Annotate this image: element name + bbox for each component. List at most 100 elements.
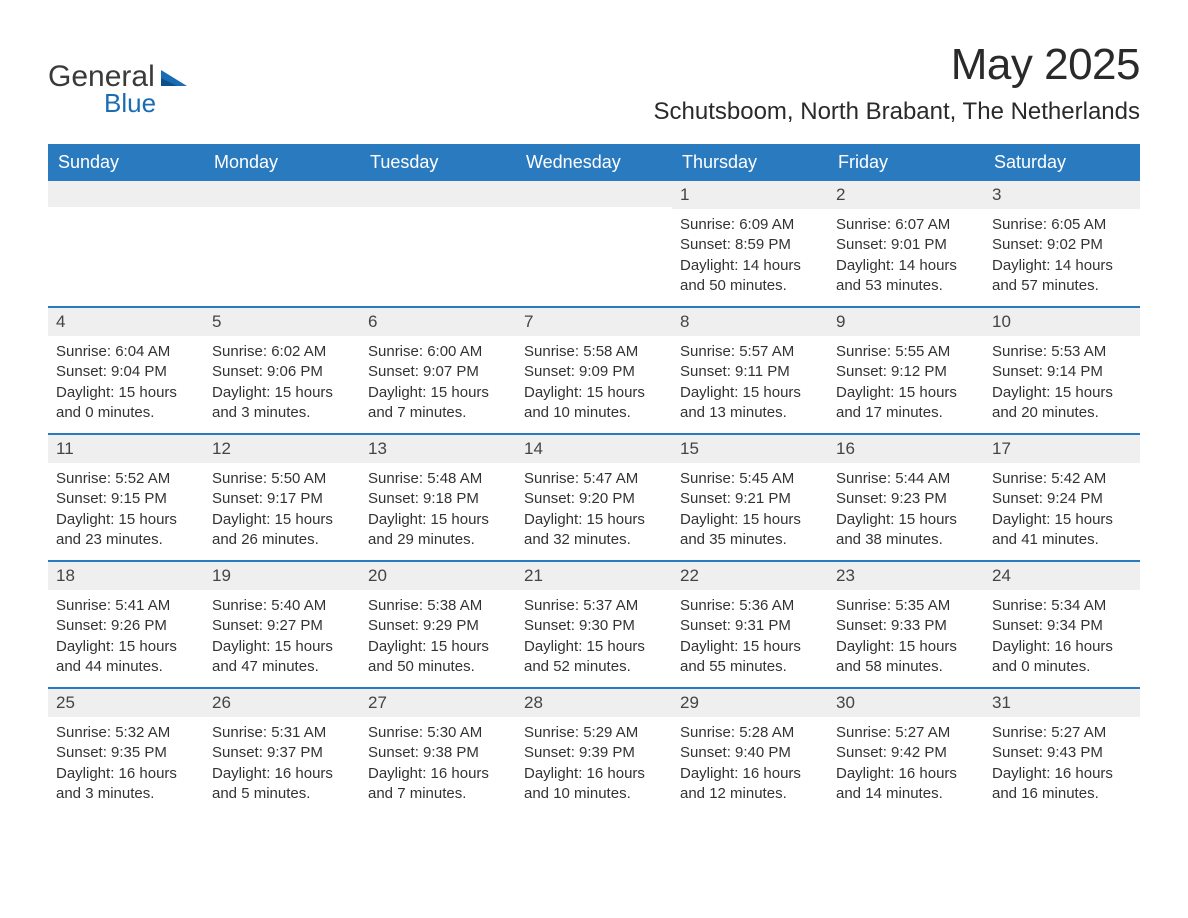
day-number: 14 bbox=[516, 435, 672, 463]
day-details: Sunrise: 5:41 AMSunset: 9:26 PMDaylight:… bbox=[48, 590, 204, 687]
day-cell: 13Sunrise: 5:48 AMSunset: 9:18 PMDayligh… bbox=[360, 435, 516, 560]
daylight-text: Daylight: 15 hours and 32 minutes. bbox=[524, 510, 664, 551]
day-details: Sunrise: 5:57 AMSunset: 9:11 PMDaylight:… bbox=[672, 336, 828, 433]
sunset-text: Sunset: 9:34 PM bbox=[992, 616, 1132, 636]
day-cell: 4Sunrise: 6:04 AMSunset: 9:04 PMDaylight… bbox=[48, 308, 204, 433]
sunrise-text: Sunrise: 6:04 AM bbox=[56, 342, 196, 362]
sunset-text: Sunset: 9:43 PM bbox=[992, 743, 1132, 763]
sunset-text: Sunset: 9:24 PM bbox=[992, 489, 1132, 509]
day-header: Monday bbox=[204, 144, 360, 181]
day-cell: 15Sunrise: 5:45 AMSunset: 9:21 PMDayligh… bbox=[672, 435, 828, 560]
sunrise-text: Sunrise: 5:31 AM bbox=[212, 723, 352, 743]
daylight-text: Daylight: 16 hours and 10 minutes. bbox=[524, 764, 664, 805]
day-number: 26 bbox=[204, 689, 360, 717]
sunset-text: Sunset: 9:15 PM bbox=[56, 489, 196, 509]
daylight-text: Daylight: 16 hours and 14 minutes. bbox=[836, 764, 976, 805]
day-details: Sunrise: 5:50 AMSunset: 9:17 PMDaylight:… bbox=[204, 463, 360, 560]
day-details: Sunrise: 5:35 AMSunset: 9:33 PMDaylight:… bbox=[828, 590, 984, 687]
day-number: 25 bbox=[48, 689, 204, 717]
day-details: Sunrise: 5:30 AMSunset: 9:38 PMDaylight:… bbox=[360, 717, 516, 814]
sunrise-text: Sunrise: 6:05 AM bbox=[992, 215, 1132, 235]
sunset-text: Sunset: 9:18 PM bbox=[368, 489, 508, 509]
sunrise-text: Sunrise: 5:29 AM bbox=[524, 723, 664, 743]
day-number: 15 bbox=[672, 435, 828, 463]
day-cell: 28Sunrise: 5:29 AMSunset: 9:39 PMDayligh… bbox=[516, 689, 672, 814]
sunrise-text: Sunrise: 5:47 AM bbox=[524, 469, 664, 489]
sunrise-text: Sunrise: 5:35 AM bbox=[836, 596, 976, 616]
daylight-text: Daylight: 16 hours and 0 minutes. bbox=[992, 637, 1132, 678]
day-details: Sunrise: 5:53 AMSunset: 9:14 PMDaylight:… bbox=[984, 336, 1140, 433]
sunrise-text: Sunrise: 5:48 AM bbox=[368, 469, 508, 489]
sunset-text: Sunset: 9:27 PM bbox=[212, 616, 352, 636]
sunset-text: Sunset: 9:37 PM bbox=[212, 743, 352, 763]
day-cell: 3Sunrise: 6:05 AMSunset: 9:02 PMDaylight… bbox=[984, 181, 1140, 306]
sunrise-text: Sunrise: 5:32 AM bbox=[56, 723, 196, 743]
day-number: 11 bbox=[48, 435, 204, 463]
sunset-text: Sunset: 9:02 PM bbox=[992, 235, 1132, 255]
day-details: Sunrise: 5:52 AMSunset: 9:15 PMDaylight:… bbox=[48, 463, 204, 560]
sunset-text: Sunset: 9:31 PM bbox=[680, 616, 820, 636]
daylight-text: Daylight: 15 hours and 47 minutes. bbox=[212, 637, 352, 678]
title-block: May 2025 Schutsboom, North Brabant, The … bbox=[654, 40, 1141, 126]
daylight-text: Daylight: 14 hours and 53 minutes. bbox=[836, 256, 976, 297]
day-details: Sunrise: 5:47 AMSunset: 9:20 PMDaylight:… bbox=[516, 463, 672, 560]
daylight-text: Daylight: 14 hours and 50 minutes. bbox=[680, 256, 820, 297]
day-cell: 16Sunrise: 5:44 AMSunset: 9:23 PMDayligh… bbox=[828, 435, 984, 560]
sunset-text: Sunset: 9:26 PM bbox=[56, 616, 196, 636]
day-header: Sunday bbox=[48, 144, 204, 181]
sunset-text: Sunset: 9:40 PM bbox=[680, 743, 820, 763]
day-cell: 14Sunrise: 5:47 AMSunset: 9:20 PMDayligh… bbox=[516, 435, 672, 560]
week-row: 18Sunrise: 5:41 AMSunset: 9:26 PMDayligh… bbox=[48, 560, 1140, 687]
day-details: Sunrise: 5:27 AMSunset: 9:43 PMDaylight:… bbox=[984, 717, 1140, 814]
day-number: 16 bbox=[828, 435, 984, 463]
week-row: 4Sunrise: 6:04 AMSunset: 9:04 PMDaylight… bbox=[48, 306, 1140, 433]
day-cell bbox=[48, 181, 204, 306]
sunset-text: Sunset: 9:09 PM bbox=[524, 362, 664, 382]
day-number: 8 bbox=[672, 308, 828, 336]
sunset-text: Sunset: 9:35 PM bbox=[56, 743, 196, 763]
day-number bbox=[48, 181, 204, 207]
day-cell: 5Sunrise: 6:02 AMSunset: 9:06 PMDaylight… bbox=[204, 308, 360, 433]
day-details: Sunrise: 5:55 AMSunset: 9:12 PMDaylight:… bbox=[828, 336, 984, 433]
day-details: Sunrise: 5:29 AMSunset: 9:39 PMDaylight:… bbox=[516, 717, 672, 814]
day-cell: 27Sunrise: 5:30 AMSunset: 9:38 PMDayligh… bbox=[360, 689, 516, 814]
day-cell: 20Sunrise: 5:38 AMSunset: 9:29 PMDayligh… bbox=[360, 562, 516, 687]
sunset-text: Sunset: 9:30 PM bbox=[524, 616, 664, 636]
day-number: 2 bbox=[828, 181, 984, 209]
sunrise-text: Sunrise: 5:58 AM bbox=[524, 342, 664, 362]
day-cell: 17Sunrise: 5:42 AMSunset: 9:24 PMDayligh… bbox=[984, 435, 1140, 560]
day-cell bbox=[516, 181, 672, 306]
day-details: Sunrise: 6:00 AMSunset: 9:07 PMDaylight:… bbox=[360, 336, 516, 433]
day-number: 28 bbox=[516, 689, 672, 717]
daylight-text: Daylight: 16 hours and 12 minutes. bbox=[680, 764, 820, 805]
daylight-text: Daylight: 16 hours and 16 minutes. bbox=[992, 764, 1132, 805]
sunset-text: Sunset: 9:04 PM bbox=[56, 362, 196, 382]
daylight-text: Daylight: 15 hours and 26 minutes. bbox=[212, 510, 352, 551]
sunset-text: Sunset: 9:42 PM bbox=[836, 743, 976, 763]
daylight-text: Daylight: 15 hours and 10 minutes. bbox=[524, 383, 664, 424]
sunrise-text: Sunrise: 6:07 AM bbox=[836, 215, 976, 235]
day-number bbox=[516, 181, 672, 207]
day-details: Sunrise: 5:42 AMSunset: 9:24 PMDaylight:… bbox=[984, 463, 1140, 560]
day-cell: 25Sunrise: 5:32 AMSunset: 9:35 PMDayligh… bbox=[48, 689, 204, 814]
daylight-text: Daylight: 15 hours and 35 minutes. bbox=[680, 510, 820, 551]
brand-flag-icon bbox=[161, 66, 187, 91]
day-details: Sunrise: 6:05 AMSunset: 9:02 PMDaylight:… bbox=[984, 209, 1140, 306]
day-cell: 22Sunrise: 5:36 AMSunset: 9:31 PMDayligh… bbox=[672, 562, 828, 687]
day-cell: 31Sunrise: 5:27 AMSunset: 9:43 PMDayligh… bbox=[984, 689, 1140, 814]
day-number: 13 bbox=[360, 435, 516, 463]
day-header: Wednesday bbox=[516, 144, 672, 181]
day-cell: 29Sunrise: 5:28 AMSunset: 9:40 PMDayligh… bbox=[672, 689, 828, 814]
day-number bbox=[204, 181, 360, 207]
day-details: Sunrise: 6:02 AMSunset: 9:06 PMDaylight:… bbox=[204, 336, 360, 433]
daylight-text: Daylight: 15 hours and 23 minutes. bbox=[56, 510, 196, 551]
daylight-text: Daylight: 16 hours and 5 minutes. bbox=[212, 764, 352, 805]
sunset-text: Sunset: 9:06 PM bbox=[212, 362, 352, 382]
day-number: 18 bbox=[48, 562, 204, 590]
location-subtitle: Schutsboom, North Brabant, The Netherlan… bbox=[654, 98, 1141, 126]
day-number: 29 bbox=[672, 689, 828, 717]
sunrise-text: Sunrise: 5:50 AM bbox=[212, 469, 352, 489]
day-number: 23 bbox=[828, 562, 984, 590]
day-number: 20 bbox=[360, 562, 516, 590]
day-number: 19 bbox=[204, 562, 360, 590]
